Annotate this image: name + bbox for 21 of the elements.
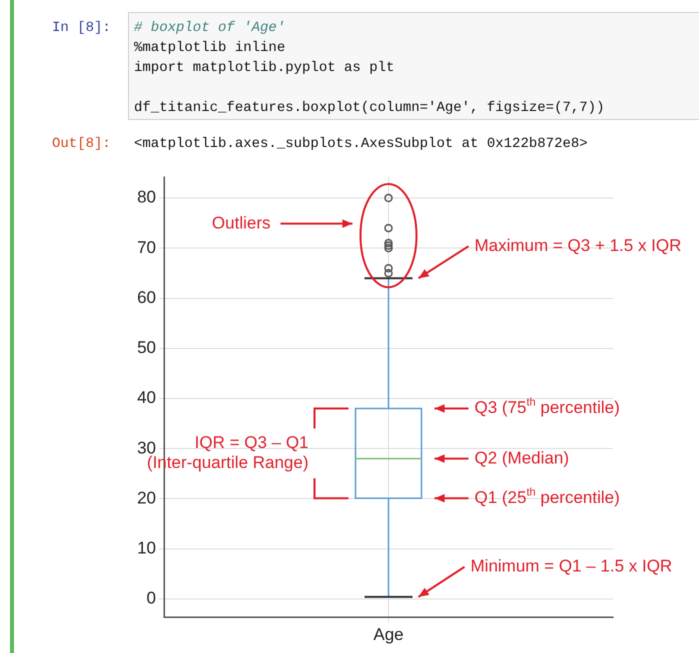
y-tick-label: 60 — [137, 288, 156, 307]
text: df_titanic_features.boxplot(column='Age', figsize=(7,7)) — [134, 100, 604, 118]
y-tick-label: 10 — [137, 538, 156, 558]
y-tick-label: 80 — [137, 188, 156, 207]
y-tick-label: 0 — [146, 588, 156, 608]
annotation: Minimum = Q1 – 1.5 x IQR — [470, 556, 672, 576]
text: Out[8]: — [52, 136, 111, 152]
text: %matplotlib inline — [134, 40, 286, 58]
text: <matplotlib.axes._subplots.AxesSubplot at 0x122b872e8> — [134, 136, 588, 152]
annotation: IQR = Q3 – Q1 — [194, 433, 309, 452]
y-tick-label: 40 — [137, 388, 156, 408]
x-tick-label: Age — [373, 624, 404, 644]
annotation: Maximum = Q3 + 1.5 x IQR — [474, 236, 682, 255]
annotation: Q2 (Median) — [474, 448, 569, 468]
annotation: Outliers — [212, 213, 271, 232]
text: import matplotlib.pyplot as plt — [134, 60, 396, 78]
text: In [8]: — [52, 20, 111, 36]
y-tick-label: 70 — [137, 238, 156, 257]
text: # boxplot of 'Age' — [134, 20, 286, 38]
y-tick-label: 20 — [137, 488, 156, 508]
y-tick-label: 50 — [137, 338, 156, 358]
